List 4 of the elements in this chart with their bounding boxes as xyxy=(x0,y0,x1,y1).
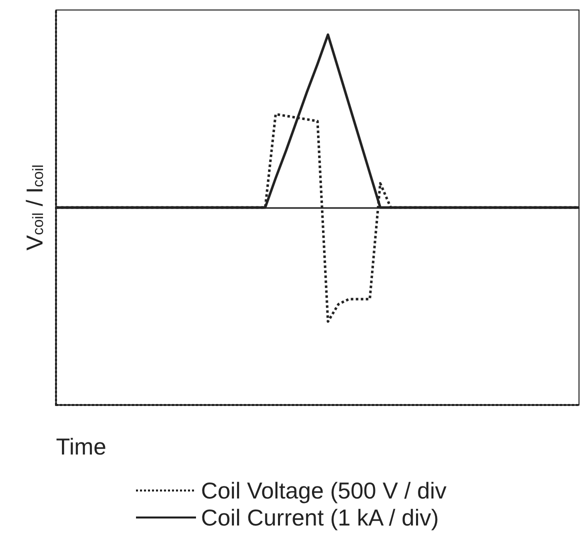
legend-label: Coil Voltage (500 V / div xyxy=(201,478,447,504)
legend-label: Coil Current (1 kA / div) xyxy=(201,504,439,530)
x-axis-title: Time xyxy=(56,434,106,460)
y-axis-title: Vcoil / Icoil xyxy=(22,164,48,250)
